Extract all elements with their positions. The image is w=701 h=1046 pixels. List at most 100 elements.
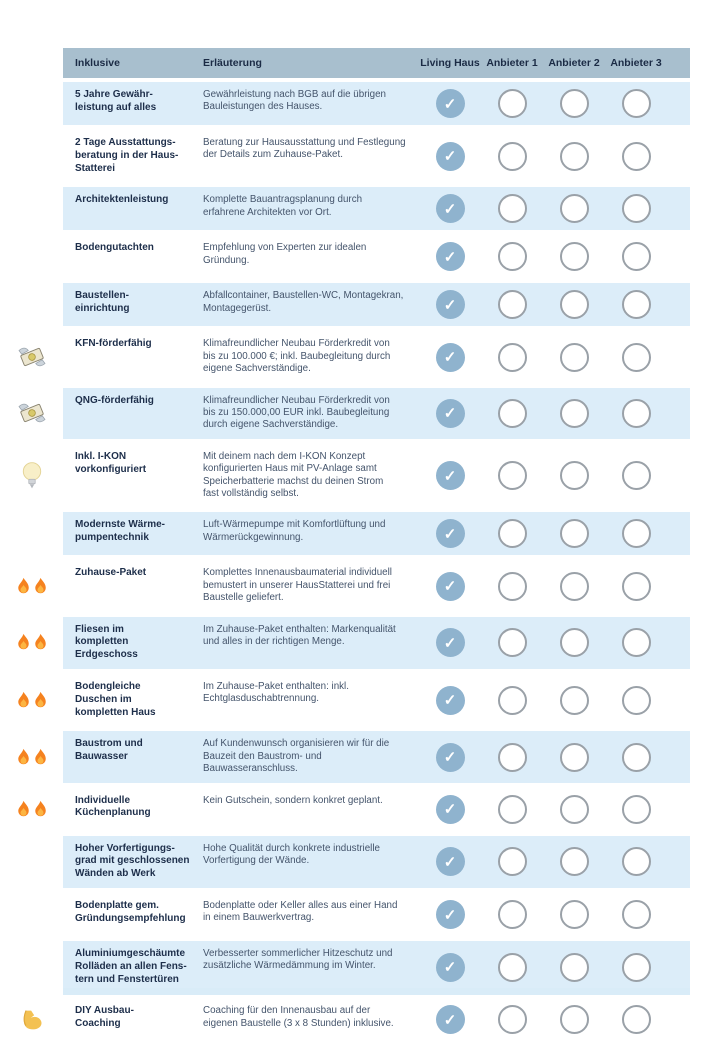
check-cell-anbieter-3 xyxy=(605,338,667,375)
next-row-peek-strip xyxy=(63,988,690,995)
row-band: Modernste Wärme- pumpentechnik Luft-Wärme… xyxy=(63,512,690,556)
empty-circle-anbieter-1 xyxy=(497,519,527,549)
check-cell-anbieter-1 xyxy=(481,1005,543,1035)
check-cell-anbieter-2 xyxy=(543,290,605,320)
check-cell-anbieter-2 xyxy=(543,948,605,986)
empty-circle-anbieter-1 xyxy=(497,242,527,272)
check-cell-living-haus: ✓ xyxy=(419,242,481,272)
feature-name: DIY Ausbau- Coaching xyxy=(75,1005,134,1030)
feature-description: Bodenplatte oder Keller alles aus einer … xyxy=(203,900,398,924)
row-band: Fliesen im kompletten Erdgeschoss Im Zuha… xyxy=(63,616,690,670)
feature-name: QNG-förderfähig xyxy=(75,394,154,406)
checked-circle-living-haus: ✓ xyxy=(435,1005,465,1035)
empty-circle-anbieter-1 xyxy=(497,398,527,428)
row-band: Bodenplatte gem. Gründungsempfehlung Bode… xyxy=(63,893,690,937)
check-cell-anbieter-2 xyxy=(543,843,605,881)
checked-circle-living-haus: ✓ xyxy=(435,242,465,272)
check-cell-anbieter-1 xyxy=(481,681,543,719)
empty-circle-anbieter-2 xyxy=(559,794,589,824)
empty-circle-anbieter-3 xyxy=(621,1005,651,1035)
checked-circle-living-haus: ✓ xyxy=(435,89,465,118)
feature-description: Im Zuhause-Paket enthalten: Markenqualit… xyxy=(203,623,396,648)
checked-circle-living-haus: ✓ xyxy=(435,290,465,320)
checked-circle-living-haus: ✓ xyxy=(435,342,465,372)
empty-circle-anbieter-3 xyxy=(621,141,651,171)
check-cell-anbieter-2 xyxy=(543,194,605,224)
row-band: Baustrom und Bauwasser Auf Kundenwunsch o… xyxy=(63,731,690,783)
empty-circle-anbieter-1 xyxy=(497,1005,527,1035)
empty-circle-anbieter-2 xyxy=(559,742,589,772)
check-cell-anbieter-2 xyxy=(543,451,605,501)
empty-circle-anbieter-3 xyxy=(621,89,651,118)
row-band: Bodengutachten Empfehlung von Experten zu… xyxy=(63,235,690,279)
table-row: Zuhause-Paket Komplettes Innenausbaumater… xyxy=(0,560,690,612)
table-header: Inklusive Erläuterung Living Haus Anbiet… xyxy=(63,48,690,78)
check-cell-living-haus: ✓ xyxy=(419,194,481,224)
checked-circle-living-haus: ✓ xyxy=(435,461,465,491)
column-header-erlaeuterung: Erläuterung xyxy=(203,57,262,69)
row-icon-cell xyxy=(0,731,63,782)
empty-circle-anbieter-1 xyxy=(497,290,527,320)
row-icon-cell xyxy=(0,836,63,888)
table-row: Baustrom und Bauwasser Auf Kundenwunsch o… xyxy=(0,731,690,783)
feature-description: Verbesserter sommerlicher Hitzeschutz un… xyxy=(203,948,393,972)
empty-circle-anbieter-3 xyxy=(621,685,651,715)
check-cell-living-haus: ✓ xyxy=(419,738,481,775)
empty-circle-anbieter-2 xyxy=(559,628,589,658)
empty-circle-anbieter-1 xyxy=(497,900,527,930)
feature-description: Empfehlung von Experten zur idealen Grün… xyxy=(203,242,367,266)
table-row: Baustellen- einrichtung Abfallcontainer, … xyxy=(0,283,690,327)
feature-description: Auf Kundenwunsch organisieren wir für di… xyxy=(203,738,390,775)
check-cell-anbieter-3 xyxy=(605,681,667,719)
feature-description: Komplettes Innenausbaumaterial individue… xyxy=(203,567,392,604)
empty-circle-anbieter-2 xyxy=(559,141,589,171)
feature-description: Gewährleistung nach BGB auf die übrigen … xyxy=(203,89,386,113)
check-cell-anbieter-1 xyxy=(481,338,543,375)
feature-name: 5 Jahre Gewähr- leistung auf alles xyxy=(75,89,157,113)
empty-circle-anbieter-3 xyxy=(621,794,651,824)
check-cell-anbieter-2 xyxy=(543,681,605,719)
feature-name: Bodenplatte gem. Gründungsempfehlung xyxy=(75,900,186,924)
row-icon-cell xyxy=(0,130,63,182)
checked-circle-living-haus: ✓ xyxy=(435,952,465,982)
row-icon-cell xyxy=(0,560,63,611)
checked-circle-living-haus: ✓ xyxy=(435,141,465,171)
checked-circle-living-haus: ✓ xyxy=(435,794,465,824)
check-cell-anbieter-1 xyxy=(481,738,543,775)
column-header-inklusive: Inklusive xyxy=(75,57,120,69)
check-cell-anbieter-2 xyxy=(543,900,605,930)
check-cell-anbieter-1 xyxy=(481,242,543,272)
check-cell-anbieter-1 xyxy=(481,137,543,175)
check-cell-anbieter-1 xyxy=(481,948,543,986)
feature-name: Inkl. I-KON vorkonfiguriert xyxy=(75,450,147,475)
check-cell-living-haus: ✓ xyxy=(419,567,481,604)
check-cell-anbieter-2 xyxy=(543,89,605,118)
row-band: Individuelle Küchenplanung Kein Gutschein… xyxy=(63,787,690,831)
feature-description: Mit deinem nach dem I-KON Konzept konfig… xyxy=(203,450,384,500)
empty-circle-anbieter-2 xyxy=(559,847,589,877)
empty-circle-anbieter-2 xyxy=(559,1005,589,1035)
row-band: Bodengleiche Duschen im kompletten Haus I… xyxy=(63,674,690,727)
check-cell-living-haus: ✓ xyxy=(419,624,481,662)
empty-circle-anbieter-2 xyxy=(559,342,589,372)
row-band: 2 Tage Ausstattungs- beratung in der Hau… xyxy=(63,130,690,183)
row-icon-cell xyxy=(0,187,63,230)
check-cell-anbieter-3 xyxy=(605,567,667,604)
empty-circle-anbieter-1 xyxy=(497,342,527,372)
empty-circle-anbieter-2 xyxy=(559,89,589,118)
empty-circle-anbieter-2 xyxy=(559,194,589,224)
check-cell-anbieter-1 xyxy=(481,451,543,501)
row-icon-cell xyxy=(0,444,63,508)
row-icon-cell xyxy=(0,998,63,1041)
row-band: KFN-förderfähig Klimafreundlicher Neubau … xyxy=(63,331,690,383)
feature-name: KFN-förderfähig xyxy=(75,338,152,350)
checked-circle-living-haus: ✓ xyxy=(435,685,465,715)
check-cell-anbieter-2 xyxy=(543,794,605,824)
empty-circle-anbieter-3 xyxy=(621,571,651,601)
empty-circle-anbieter-3 xyxy=(621,900,651,930)
fire-icon xyxy=(16,691,31,710)
check-cell-living-haus: ✓ xyxy=(419,794,481,824)
check-cell-anbieter-1 xyxy=(481,89,543,118)
fire-icon xyxy=(33,577,48,596)
checked-circle-living-haus: ✓ xyxy=(435,571,465,601)
